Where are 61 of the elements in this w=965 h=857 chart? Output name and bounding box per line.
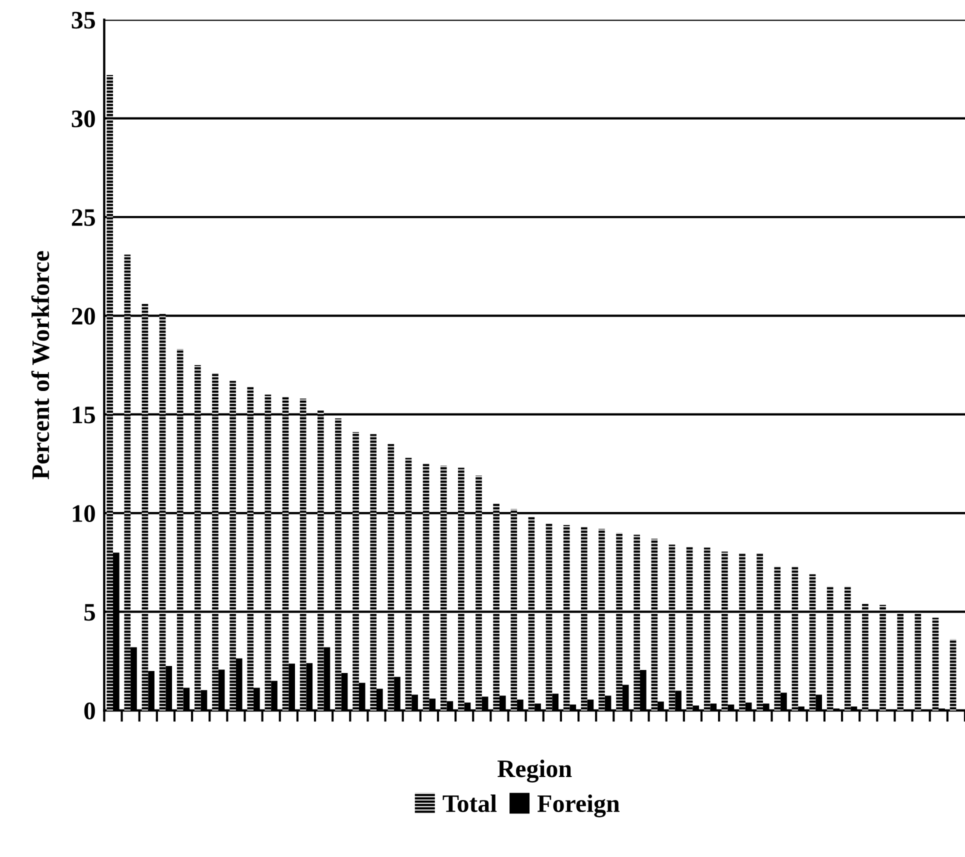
bar: [388, 444, 394, 710]
bar: [634, 534, 640, 710]
x-axis-title: Region: [498, 760, 572, 782]
bar: [335, 418, 342, 710]
bar: [862, 604, 868, 710]
bar: [405, 458, 412, 710]
bar: [458, 468, 464, 710]
bar: [528, 517, 535, 710]
bar: [546, 522, 552, 710]
bar: [176, 349, 184, 710]
bar: [247, 386, 254, 710]
bar: [897, 612, 904, 710]
bar: [932, 618, 939, 710]
bar: [159, 314, 166, 710]
y-tick-label: 0: [84, 702, 95, 720]
bar: [440, 466, 447, 710]
bar: [598, 528, 605, 710]
bar: [476, 476, 482, 710]
y-tick-label: 30: [72, 110, 95, 128]
bar: [756, 554, 763, 710]
bar: [844, 586, 851, 710]
legend-label: Total: [442, 794, 497, 812]
y-tick-label: 20: [72, 308, 95, 325]
bar: [194, 365, 201, 710]
bar: [704, 548, 710, 710]
bar: [300, 398, 306, 710]
bar: [826, 586, 834, 710]
y-axis-title: Percent of Workforce: [31, 251, 50, 480]
bar: [510, 509, 518, 710]
bar: [722, 552, 728, 710]
y-tick-label: 25: [72, 209, 95, 226]
bar: [264, 394, 272, 710]
bar: [282, 396, 289, 710]
bar: [739, 554, 746, 710]
bar: [493, 503, 500, 710]
bar: [124, 254, 131, 710]
bar: [880, 604, 886, 710]
legend-label: Foreign: [537, 794, 620, 818]
bar: [317, 410, 324, 710]
bar: [142, 304, 148, 710]
bar: [352, 432, 359, 710]
bar: [914, 612, 922, 710]
bar: [651, 538, 658, 710]
bar: [106, 74, 114, 710]
bar: [809, 574, 816, 710]
bar: [774, 566, 781, 710]
bar: [563, 524, 570, 710]
bar: [370, 434, 377, 710]
bar: [668, 544, 676, 710]
y-tick-label: 15: [72, 406, 95, 424]
bar: [792, 566, 798, 710]
y-tick-label: 10: [72, 505, 95, 522]
bar: [950, 639, 956, 710]
y-tick-label: 5: [84, 604, 95, 621]
y-tick-label: 35: [72, 12, 95, 29]
bar: [212, 372, 218, 710]
bar: [686, 546, 693, 710]
bar: [230, 380, 236, 710]
bar: [580, 526, 588, 710]
bar: [616, 532, 622, 710]
bar: [422, 464, 430, 710]
